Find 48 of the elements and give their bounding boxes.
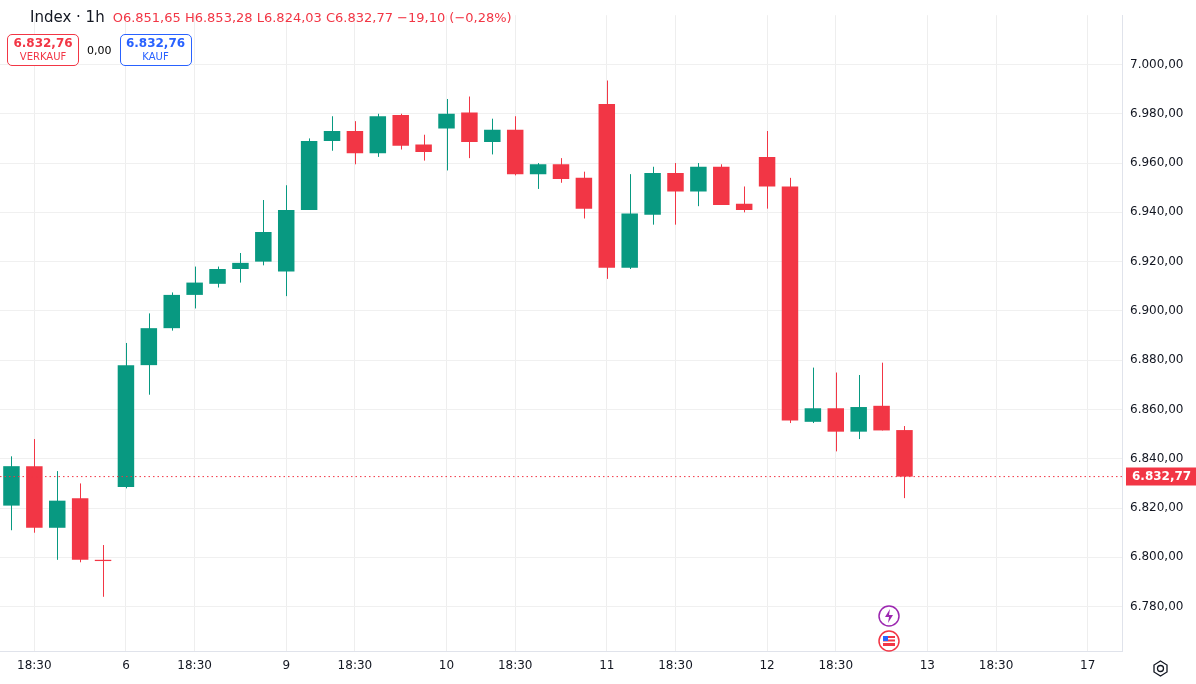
candlestick [232,252,249,284]
candlestick [804,367,822,424]
y-tick-label: 6.820,00 [1130,500,1184,515]
x-tick-label: 17 [1080,658,1096,673]
annotation: 0,00 [87,43,112,57]
y-tick-label: 6.960,00 [1130,155,1184,170]
candlestick [484,118,501,155]
candlestick [438,98,455,171]
x-tick-label: 13 [919,658,936,673]
candlestick [186,266,203,309]
x-tick-label: 10 [438,658,455,673]
annotation: 6.832,76 [12,36,74,50]
y-tick-label: 6.860,00 [1130,401,1184,416]
candlestick [346,120,364,165]
annotation: 6.832,76 [124,36,187,50]
candlestick [209,266,226,289]
x-tick-label: 18:30 [818,658,854,673]
x-tick-label: 18:30 [337,658,373,673]
candlestick [552,157,570,184]
annotation: KAUF [141,50,170,64]
y-tick-label: 6.880,00 [1130,352,1184,367]
text: O6.851,65 H6.853,28 L6.824,03 C6.832,77 −19,10 (−0,28%) [112,9,512,25]
candlestick [415,134,432,162]
x-tick-label: 12 [759,658,775,673]
y-tick-label: 6.900,00 [1130,303,1184,318]
x-tick-label: 9 [282,658,291,673]
y-tick-label: 6.940,00 [1130,204,1184,219]
y-tick-label: 6.920,00 [1130,253,1184,268]
chart-title: Index · 1h [30,8,105,26]
y-tick-label: 6.800,00 [1130,549,1184,564]
x-tick-label: 18:30 [658,658,693,673]
x-tick-label: 11 [599,658,615,673]
x-tick-label: 18:30 [177,658,212,673]
x-tick-label: 6 [122,658,130,673]
y-tick-label: 6.980,00 [1130,105,1184,120]
candlestick [667,162,684,226]
y-tick-label: 6.840,00 [1130,450,1184,465]
y-tick-label: 7.000,00 [1130,56,1184,71]
x-tick-label: 18:30 [497,658,533,673]
x-tick-label: 18:30 [978,658,1014,673]
candlestick [323,115,341,152]
candlestick [529,162,547,190]
ref-line-label: 6.832,77 [1132,468,1192,483]
x-tick-label: 18:30 [17,658,52,673]
candlestick [735,185,753,213]
annotation: VERKAUF [18,50,68,64]
y-tick-label: 6.780,00 [1130,598,1184,613]
candlestick [827,372,845,452]
